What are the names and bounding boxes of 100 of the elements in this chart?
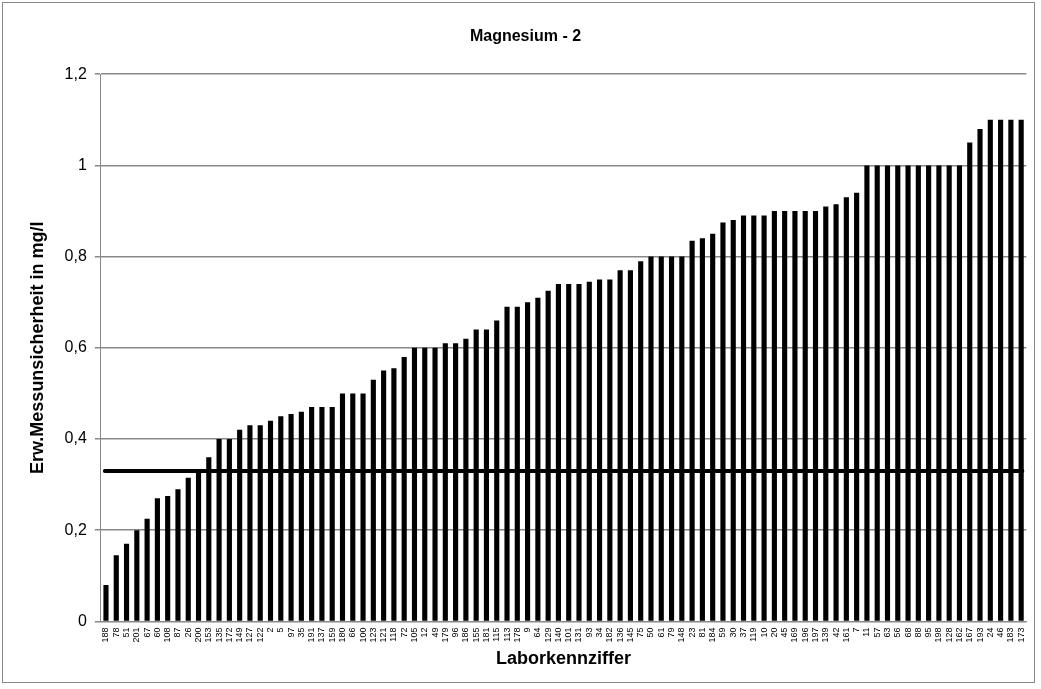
x-tick-label: 88	[912, 627, 923, 638]
x-tick-label: 37	[738, 627, 749, 638]
x-tick-label: 30	[727, 627, 738, 638]
x-tick-label: 7	[851, 627, 862, 633]
x-tick-label: 179	[439, 627, 450, 643]
x-tick-label: 45	[779, 627, 790, 638]
x-tick-label: 162	[953, 627, 964, 643]
x-tick-label: 72	[398, 627, 409, 638]
y-tick-label: 0,8	[64, 247, 87, 264]
x-tick-label: 67	[141, 627, 152, 638]
x-tick-label: 79	[666, 627, 677, 638]
y-tick-label: 1	[77, 155, 87, 173]
x-tick-label: 153	[203, 627, 214, 643]
y-tick-label: 1,2	[64, 64, 87, 82]
x-tick-label: 198	[933, 627, 944, 643]
x-tick-label: 78	[110, 627, 121, 638]
x-tick-label: 122	[254, 627, 265, 643]
x-tick-label: 60	[151, 627, 162, 638]
x-tick-label: 139	[820, 627, 831, 643]
x-tick-label: 137	[316, 627, 327, 643]
x-tick-label: 59	[717, 627, 728, 638]
x-tick-label: 173	[1015, 627, 1026, 643]
x-tick-label: 24	[984, 627, 995, 638]
x-tick-label: 188	[100, 627, 111, 643]
x-tick-label: 49	[429, 627, 440, 638]
x-tick-label: 123	[367, 627, 378, 643]
x-tick-label: 46	[995, 627, 1006, 638]
x-tick-label: 155	[470, 627, 481, 643]
x-tick-label: 35	[295, 627, 306, 638]
x-tick-label: 127	[244, 627, 255, 643]
x-tick-label: 108	[162, 627, 173, 643]
x-tick-label: 64	[532, 627, 543, 638]
x-tick-label: 66	[347, 627, 358, 638]
bar	[113, 555, 119, 621]
bar	[185, 477, 191, 621]
x-tick-label: 136	[614, 627, 625, 643]
bar	[175, 489, 181, 621]
x-tick-label: 196	[799, 627, 810, 643]
y-tick-label: 0	[77, 611, 87, 629]
bar	[165, 495, 171, 621]
bar	[144, 518, 150, 621]
bar	[154, 498, 160, 621]
x-tick-label: 118	[388, 627, 399, 642]
x-tick-label: 115	[491, 627, 502, 642]
x-tick-label: 184	[707, 627, 718, 643]
x-tick-label: 182	[604, 627, 615, 643]
x-tick-label: 57	[871, 627, 882, 638]
x-tick-label: 186	[460, 627, 471, 643]
x-tick-label: 93	[583, 627, 594, 638]
x-tick-label: 149	[234, 627, 245, 643]
x-tick-label: 167	[964, 627, 975, 643]
x-tick-label: 9	[522, 627, 533, 633]
x-tick-label: 56	[892, 627, 903, 638]
x-tick-label: 50	[645, 627, 656, 638]
y-axis-title: Erw.Messunsicherheit in mg/l	[26, 221, 47, 474]
x-tick-label: 75	[635, 627, 646, 638]
x-tick-label: 159	[326, 627, 337, 643]
x-tick-label: 140	[552, 627, 563, 643]
x-tick-label: 197	[809, 627, 820, 643]
x-tick-label: 183	[1005, 627, 1016, 643]
x-tick-label: 121	[378, 627, 389, 643]
x-tick-label: 161	[840, 627, 851, 643]
x-tick-label: 87	[172, 627, 183, 638]
x-tick-label: 172	[223, 627, 234, 643]
x-tick-label: 181	[480, 627, 491, 643]
x-tick-label: 61	[655, 627, 666, 638]
x-tick-label: 145	[624, 627, 635, 643]
x-axis-title: Laborkennziffer	[496, 648, 632, 669]
y-tick-label: 0,4	[64, 429, 87, 447]
x-tick-label: 101	[563, 627, 574, 643]
x-tick-label: 95	[923, 627, 934, 638]
x-tick-label: 12	[419, 627, 430, 638]
x-tick-label: 100	[357, 627, 368, 643]
x-tick-label: 20	[768, 627, 779, 638]
x-tick-label: 128	[943, 627, 954, 643]
x-tick-label: 23	[686, 627, 697, 638]
x-tick-label: 129	[542, 627, 553, 643]
x-tick-label: 97	[285, 627, 296, 638]
x-tick-label: 180	[336, 627, 347, 643]
x-tick-label: 11	[861, 627, 872, 637]
bar	[134, 530, 140, 621]
y-tick-label: 0,2	[64, 520, 87, 538]
x-tick-label: 51	[121, 627, 132, 638]
x-tick-label: 169	[789, 627, 800, 643]
x-tick-label: 34	[594, 627, 605, 638]
x-tick-label: 68	[902, 627, 913, 638]
x-tick-label: 105	[408, 627, 419, 643]
x-tick-label: 42	[830, 627, 841, 638]
x-tick-label: 131	[573, 627, 584, 643]
x-tick-label: 5	[275, 627, 286, 633]
x-tick-label: 2	[265, 627, 275, 633]
chart-title: Magnesium - 2	[469, 27, 582, 45]
x-tick-label: 119	[748, 627, 759, 642]
y-tick-label: 0,6	[64, 338, 87, 356]
x-tick-label: 81	[696, 627, 707, 638]
x-tick-label: 96	[450, 627, 461, 638]
x-tick-label: 26	[182, 627, 193, 638]
x-tick-label: 148	[676, 627, 687, 643]
x-tick-label: 178	[511, 627, 522, 643]
x-tick-label: 135	[213, 627, 224, 643]
